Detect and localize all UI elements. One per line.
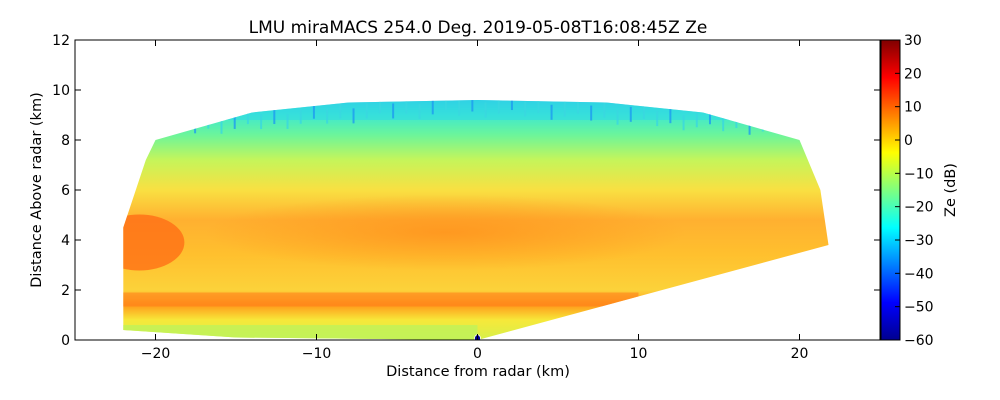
x-tick-label: −20 xyxy=(141,346,171,362)
colorbar-tick-label: −50 xyxy=(904,300,934,316)
rhi-sector xyxy=(123,100,829,340)
x-tick-label: 10 xyxy=(630,346,648,362)
y-tick-label: 0 xyxy=(61,333,70,349)
colorbar-tick-label: 30 xyxy=(904,33,922,49)
colorbar-tick-label: −60 xyxy=(904,333,934,349)
low-level-echo xyxy=(123,325,478,340)
y-tick-label: 8 xyxy=(61,133,70,149)
y-tick-label: 10 xyxy=(52,83,70,99)
cloud-top xyxy=(123,100,829,120)
chart-title: LMU miraMACS 254.0 Deg. 2019-05-08T16:08… xyxy=(249,18,708,38)
x-axis-label: Distance from radar (km) xyxy=(386,364,570,380)
x-tick-label: 20 xyxy=(791,346,809,362)
x-tick-label: −10 xyxy=(302,346,332,362)
y-tick-label: 6 xyxy=(61,183,70,199)
colorbar-tick-label: 10 xyxy=(904,100,922,116)
x-tick-label: 0 xyxy=(473,346,482,362)
colorbar-tick-label: 0 xyxy=(904,133,913,149)
colorbar-label: Ze (dB) xyxy=(943,163,959,217)
colorbar-tick-label: 20 xyxy=(904,66,922,82)
colorbar-tick-label: −30 xyxy=(904,233,934,249)
echo-core xyxy=(205,194,686,271)
y-tick-label: 2 xyxy=(61,283,70,299)
colorbar-tick-label: −20 xyxy=(904,200,934,216)
rhi-sector-layer xyxy=(123,100,829,340)
strong-echo-left xyxy=(123,214,185,271)
y-tick-label: 12 xyxy=(52,33,70,49)
colorbar-gradient xyxy=(880,39,901,341)
colorbar-tick-label: −10 xyxy=(904,166,934,182)
melting-layer xyxy=(123,292,639,307)
x-axis: −20 −10 0 10 20 xyxy=(141,40,809,362)
colorbar-tick-label: −40 xyxy=(904,266,934,282)
y-axis: 0 2 4 6 8 10 12 xyxy=(52,33,880,349)
y-axis-label: Distance Above radar (km) xyxy=(29,92,45,287)
colorbar: −60 −50 −40 −30 −20 −10 0 10 20 30 xyxy=(880,33,934,349)
y-tick-label: 4 xyxy=(61,233,70,249)
